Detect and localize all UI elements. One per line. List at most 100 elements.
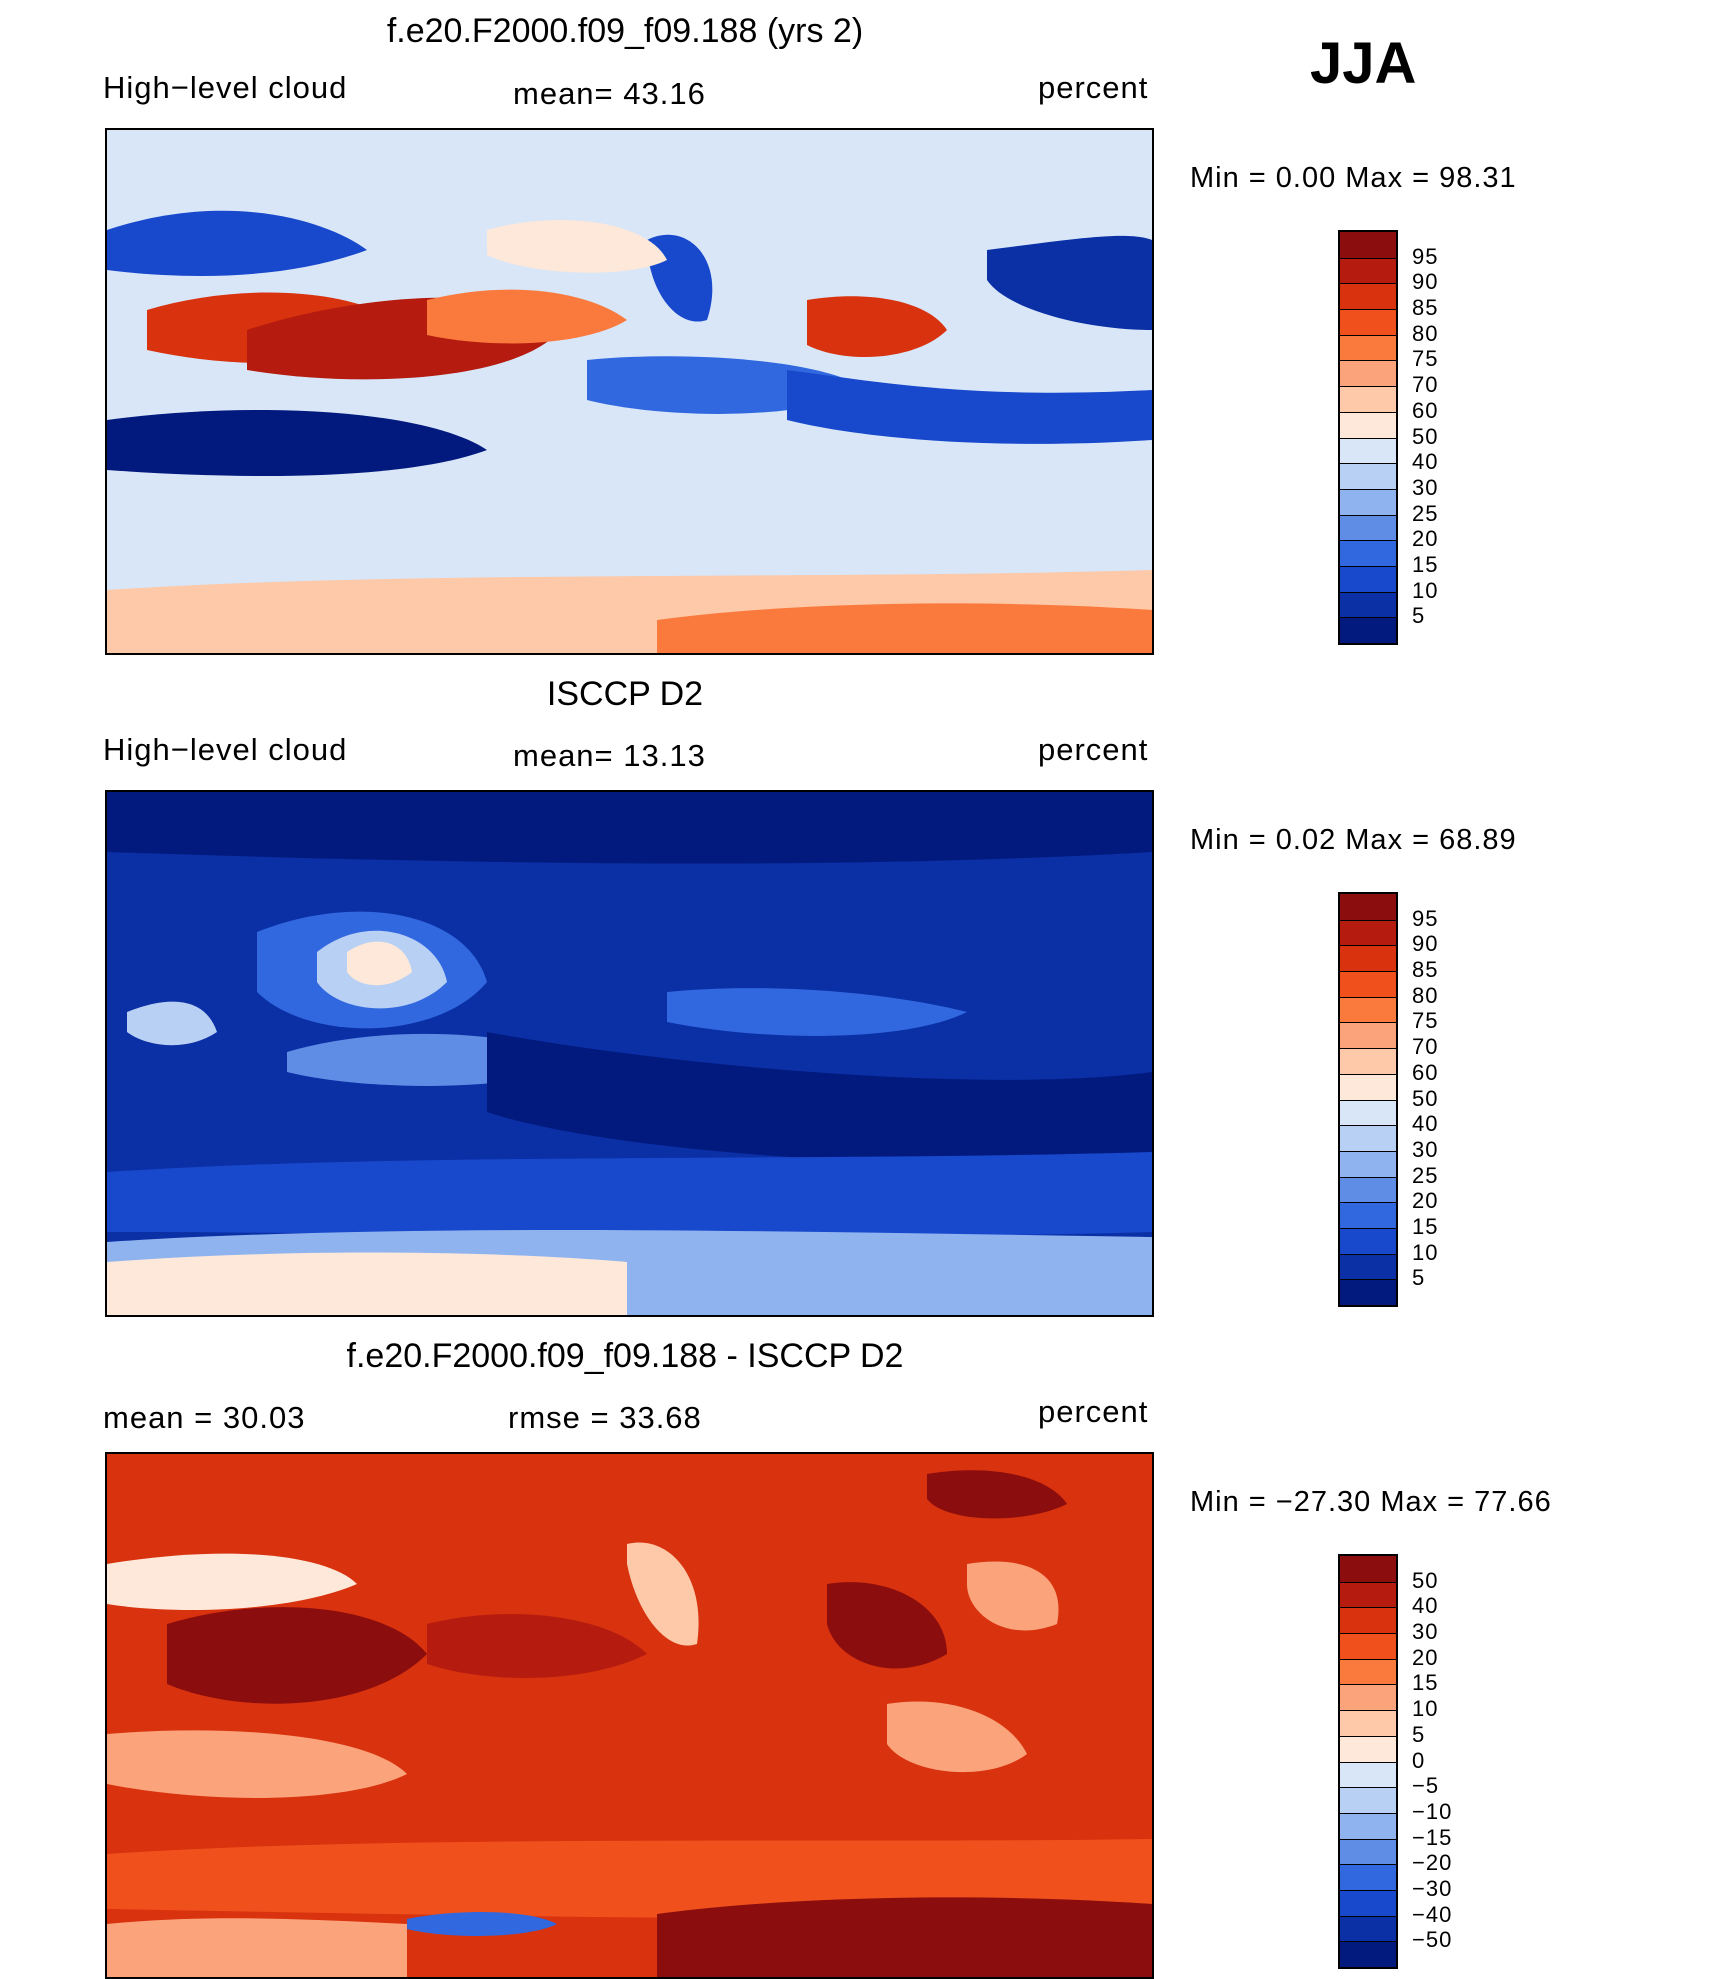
- panel1-map-svg: [107, 130, 1152, 653]
- panel3-colorbar-box: [1340, 1633, 1396, 1659]
- panel1-colorbar-tick-label: 5: [1412, 603, 1426, 629]
- panel1-colorbar-box: [1340, 540, 1396, 566]
- panel3-colorbar-tick-label: −20: [1412, 1850, 1453, 1876]
- panel3-colorbar-tick-label: −50: [1412, 1927, 1453, 1953]
- panel3-colorbar-box: [1340, 1915, 1396, 1942]
- panel1-colorbar-box: [1340, 591, 1396, 618]
- panel2-colorbar-tick-label: 20: [1412, 1188, 1439, 1214]
- panel2-colorbar-box: [1340, 1202, 1396, 1228]
- panel3-colorbar-box: [1340, 1941, 1396, 1967]
- panel2-colorbar-tick-label: 15: [1412, 1213, 1439, 1239]
- panel3-colorbar-tick-label: 5: [1412, 1721, 1426, 1747]
- panel2-colorbar-box: [1340, 919, 1396, 946]
- panel2-colorbar-box: [1340, 1150, 1396, 1177]
- panel1-colorbar-tick-label: 80: [1412, 320, 1439, 346]
- panel3-colorbar-tick-label: 20: [1412, 1644, 1439, 1670]
- panel2-colorbar-box: [1340, 945, 1396, 972]
- panel1-mean-label: mean= 43.16: [513, 76, 706, 111]
- panel3-colorbar-tick-label: −5: [1412, 1773, 1440, 1799]
- panel2-colorbar-box: [1340, 1125, 1396, 1151]
- panel1-colorbar-box: [1340, 565, 1396, 592]
- panel3-colorbar-tick-label: 30: [1412, 1619, 1439, 1645]
- panel2-colorbar-box: [1340, 996, 1396, 1023]
- panel3-colorbar-tick-label: 10: [1412, 1696, 1439, 1722]
- panel3-colorbar: [1338, 1554, 1398, 1969]
- panel3-colorbar-box: [1340, 1710, 1396, 1736]
- panel2-colorbar-box: [1340, 1227, 1396, 1254]
- panel3-colorbar-box: [1340, 1787, 1396, 1813]
- panel2-colorbar-box: [1340, 894, 1396, 920]
- panel3-field-shading: [107, 1470, 1152, 1977]
- panel3-colorbar-box: [1340, 1607, 1396, 1634]
- panel1-title: f.e20.F2000.f09_f09.188 (yrs 2): [386, 12, 864, 50]
- panel2-colorbar-tick-label: 80: [1412, 982, 1439, 1008]
- panel3-title: f.e20.F2000.f09_f09.188 - ISCCP D2: [346, 1337, 904, 1375]
- panel1-colorbar-tick-label: 10: [1412, 577, 1439, 603]
- panel1-colorbar-tick-label: 90: [1412, 269, 1439, 295]
- panel3-colorbar-box: [1340, 1684, 1396, 1711]
- panel3-colorbar-box: [1340, 1581, 1396, 1608]
- panel2-title: ISCCP D2: [546, 675, 704, 713]
- panel1-colorbar-box: [1340, 514, 1396, 541]
- panel2-map-svg: [107, 792, 1152, 1315]
- panel3-colorbar-tick-label: −40: [1412, 1901, 1453, 1927]
- panel1-colorbar-box: [1340, 463, 1396, 489]
- panel3-colorbar-tick-label: −10: [1412, 1798, 1453, 1824]
- panel2-colorbar-tick-label: 70: [1412, 1034, 1439, 1060]
- panel2-colorbar-box: [1340, 1279, 1396, 1305]
- panel1-colorbar-tick-label: 40: [1412, 449, 1439, 475]
- panel3-colorbar-box: [1340, 1838, 1396, 1865]
- panel3-map: [105, 1452, 1154, 1979]
- panel2-colorbar-box: [1340, 1099, 1396, 1126]
- panel1-colorbar-box: [1340, 488, 1396, 515]
- panel1-colorbar-box: [1340, 309, 1396, 335]
- panel1-colorbar-tick-label: 85: [1412, 295, 1439, 321]
- panel1-colorbar-tick-label: 20: [1412, 526, 1439, 552]
- panel3-min-max: Min = −27.30 Max = 77.66: [1190, 1486, 1552, 1518]
- panel2-mean-label: mean= 13.13: [513, 738, 706, 773]
- panel2-colorbar-tick-label: 85: [1412, 957, 1439, 983]
- panel2-colorbar-box: [1340, 1073, 1396, 1100]
- panel1-colorbar-tick-label: 75: [1412, 346, 1439, 372]
- panel3-colorbar-box: [1340, 1658, 1396, 1685]
- panel1-colorbar-tick-label: 30: [1412, 474, 1439, 500]
- panel2-colorbar-box: [1340, 1253, 1396, 1280]
- panel1-min-max: Min = 0.00 Max = 98.31: [1190, 162, 1517, 194]
- panel2-colorbar-tick-label: 10: [1412, 1239, 1439, 1265]
- panel2-colorbar: [1338, 892, 1398, 1307]
- panel2-colorbar-box: [1340, 1048, 1396, 1074]
- panel3-rmse-label: rmse = 33.68: [508, 1400, 702, 1435]
- panel2-colorbar-tick-label: 40: [1412, 1111, 1439, 1137]
- panel1-colorbar-box: [1340, 437, 1396, 464]
- panel1-colorbar-tick-label: 95: [1412, 243, 1439, 269]
- panel2-colorbar-box: [1340, 1176, 1396, 1203]
- panel3-colorbar-tick-label: 50: [1412, 1567, 1439, 1593]
- panel3-map-svg: [107, 1454, 1152, 1977]
- panel2-colorbar-box: [1340, 971, 1396, 997]
- panel3-colorbar-tick-label: −15: [1412, 1824, 1453, 1850]
- panel2-colorbar-tick-label: 25: [1412, 1162, 1439, 1188]
- panel3-colorbar-box: [1340, 1889, 1396, 1916]
- panel2-colorbar-tick-label: 75: [1412, 1008, 1439, 1034]
- panel2-colorbar-tick-label: 50: [1412, 1085, 1439, 1111]
- panel3-colorbar-tick-label: 15: [1412, 1670, 1439, 1696]
- panel1-colorbar-box: [1340, 283, 1396, 310]
- panel1-colorbar-tick-label: 25: [1412, 500, 1439, 526]
- panel2-colorbar-tick-label: 95: [1412, 905, 1439, 931]
- season-label: JJA: [1310, 31, 1417, 96]
- panel3-colorbar-box: [1340, 1812, 1396, 1839]
- panel3-colorbar-box: [1340, 1735, 1396, 1762]
- panel2-units-label: percent: [1038, 732, 1149, 767]
- panel1-colorbar-tick-label: 60: [1412, 397, 1439, 423]
- panel3-colorbar-box: [1340, 1864, 1396, 1890]
- panel1-colorbar-box: [1340, 386, 1396, 412]
- panel2-variable-label: High−level cloud: [103, 732, 348, 767]
- panel2-colorbar-tick-label: 30: [1412, 1136, 1439, 1162]
- panel3-colorbar-tick-label: 40: [1412, 1593, 1439, 1619]
- panel1-colorbar-box: [1340, 360, 1396, 387]
- panel3-colorbar-box: [1340, 1556, 1396, 1582]
- panel1-variable-label: High−level cloud: [103, 70, 348, 105]
- panel3-colorbar-tick-label: −30: [1412, 1875, 1453, 1901]
- panel2-map: [105, 790, 1154, 1317]
- panel2-colorbar-tick-label: 5: [1412, 1265, 1426, 1291]
